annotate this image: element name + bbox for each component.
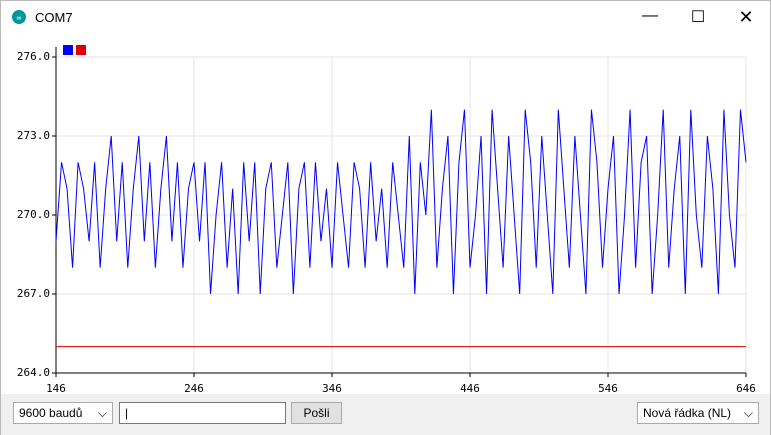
legend-swatch bbox=[63, 45, 73, 55]
y-tick-label: 267.0 bbox=[17, 287, 50, 300]
minimize-button[interactable]: — bbox=[642, 6, 658, 24]
bottom-bar: 9600 baudů ⌵ | Pošli Nová řádka (NL) ⌵ bbox=[1, 394, 770, 435]
svg-text:∞: ∞ bbox=[17, 14, 22, 23]
y-tick-label: 264.0 bbox=[17, 366, 50, 379]
close-button[interactable]: ✕ bbox=[738, 6, 754, 27]
window-title: COM7 bbox=[35, 9, 73, 25]
y-tick-label: 270.0 bbox=[17, 208, 50, 221]
line-ending-select[interactable]: Nová řádka (NL) ⌵ bbox=[637, 402, 759, 424]
send-button[interactable]: Pošli bbox=[291, 402, 342, 424]
line-ending-label: Nová řádka (NL) bbox=[643, 406, 732, 420]
x-tick-label: 146 bbox=[46, 382, 66, 393]
x-tick-label: 246 bbox=[184, 382, 204, 393]
x-tick-label: 446 bbox=[460, 382, 480, 393]
y-tick-label: 273.0 bbox=[17, 129, 50, 142]
maximize-button[interactable]: ☐ bbox=[690, 8, 706, 26]
baud-select[interactable]: 9600 baudů ⌵ bbox=[13, 402, 113, 424]
baud-label: 9600 baudů bbox=[19, 406, 83, 420]
legend-swatch bbox=[76, 45, 86, 55]
x-tick-label: 646 bbox=[736, 382, 756, 393]
x-tick-label: 346 bbox=[322, 382, 342, 393]
y-tick-label: 276.0 bbox=[17, 50, 50, 63]
series-line bbox=[55, 109, 747, 295]
app-icon: ∞ bbox=[12, 10, 26, 24]
plotter: 264.0 267.0 270.0 273.0 276.0 146 246 346 446 546… bbox=[17, 45, 756, 393]
send-label: Pošli bbox=[303, 406, 330, 420]
send-input[interactable]: | bbox=[119, 402, 286, 424]
x-tick-label: 546 bbox=[598, 382, 618, 393]
title-bar: ∞ COM7 — ☐ ✕ bbox=[1, 1, 770, 33]
